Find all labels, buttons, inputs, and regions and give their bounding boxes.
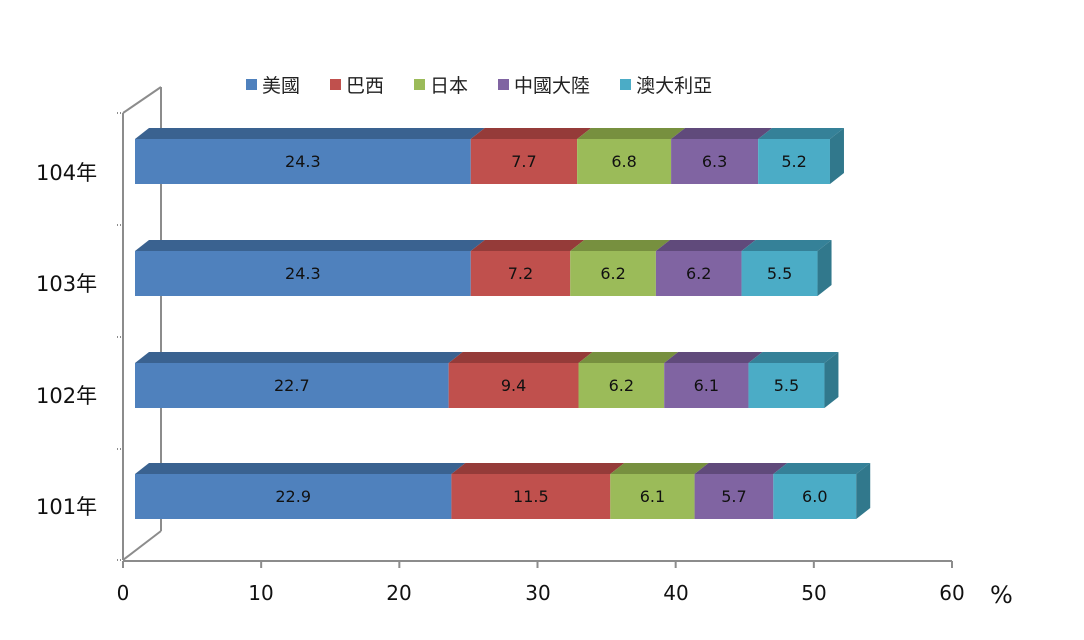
- bar-side-face: [829, 128, 844, 184]
- bar-segment-top: [578, 352, 679, 363]
- legend-label: 中國大陸: [514, 74, 591, 97]
- y-axis-label-101: 101年: [36, 495, 98, 519]
- bar-side-face: [856, 463, 871, 519]
- x-axis-tick-20: 20: [386, 581, 412, 605]
- legend-swatch-icon: [246, 78, 257, 90]
- y-axis-top-diagonal: [122, 86, 162, 114]
- bar-segment-top: [570, 240, 670, 251]
- bar-segment: [470, 139, 578, 184]
- x-axis-tick-30: 30: [525, 581, 551, 605]
- bar-segment: [664, 363, 749, 408]
- x-axis-tick-10: 10: [248, 581, 274, 605]
- data-label: 22.9: [275, 487, 311, 506]
- data-label: 5.5: [774, 376, 799, 395]
- data-label: 7.2: [508, 264, 533, 283]
- bar-segment: [135, 363, 449, 408]
- data-label: 6.1: [694, 376, 719, 395]
- legend-label: 日本: [430, 74, 469, 97]
- data-label: 7.7: [511, 152, 536, 171]
- bar-segment-top: [451, 463, 625, 474]
- bar-segment: [578, 363, 665, 408]
- legend-label: 澳大利亞: [636, 74, 713, 97]
- data-label: 5.2: [781, 152, 806, 171]
- bar-segment: [758, 139, 830, 184]
- bar-segment-top: [664, 352, 763, 363]
- bar-segment-top: [758, 128, 844, 139]
- legend-item-usa: 美國: [246, 71, 300, 98]
- bar-segment: [470, 251, 571, 296]
- data-label: 6.2: [609, 376, 634, 395]
- bar-segment-top: [741, 240, 832, 251]
- bar-segment-top: [694, 463, 788, 474]
- x-axis-tick-40: 40: [663, 581, 689, 605]
- data-label: 9.4: [501, 376, 526, 395]
- x-axis-tick-50: 50: [801, 581, 827, 605]
- bar-segment: [671, 139, 759, 184]
- legend-label: 巴西: [346, 74, 385, 97]
- legend-item-brazil: 巴西: [330, 71, 384, 98]
- bar-segment-top: [135, 240, 485, 251]
- bar-segment-top: [748, 352, 839, 363]
- bar-segment-top: [135, 128, 485, 139]
- bar-segment: [610, 474, 695, 519]
- bar-segment-top: [577, 128, 686, 139]
- legend: 美國 巴西 日本 中國大陸 澳大利亞: [246, 71, 742, 98]
- data-label: 11.5: [513, 487, 549, 506]
- y-axis-label-104: 104年: [36, 161, 98, 185]
- y-axis-label-102: 102年: [36, 384, 98, 408]
- legend-item-australia: 澳大利亞: [620, 71, 712, 98]
- x-axis-unit: %: [990, 581, 1013, 609]
- bar-segment: [741, 251, 818, 296]
- bar-segment-top: [448, 352, 593, 363]
- data-label: 6.2: [686, 264, 711, 283]
- legend-label: 美國: [262, 74, 301, 97]
- legend-swatch-icon: [330, 78, 342, 90]
- bar-segment-top: [135, 463, 466, 474]
- data-label: 24.3: [285, 152, 321, 171]
- data-label: 24.3: [285, 264, 321, 283]
- bar-segment: [135, 251, 471, 296]
- bar-segment-top: [470, 240, 585, 251]
- legend-item-china: 中國大陸: [498, 71, 590, 98]
- x-axis-tick-60: 60: [939, 581, 965, 605]
- data-label: 6.3: [702, 152, 727, 171]
- bar-segment: [694, 474, 774, 519]
- bar-side-face: [824, 352, 839, 408]
- bar-segment: [135, 474, 452, 519]
- bar-segment: [570, 251, 656, 296]
- bar-segment: [577, 139, 672, 184]
- data-label: 6.1: [640, 487, 665, 506]
- legend-swatch-icon: [498, 78, 510, 90]
- bar-segment: [451, 474, 611, 519]
- bar-segment: [655, 251, 742, 296]
- data-label: 22.7: [274, 376, 310, 395]
- data-label: 6.0: [802, 487, 827, 506]
- bar-segment: [448, 363, 579, 408]
- bar-segment-top: [655, 240, 756, 251]
- data-label: 5.5: [767, 264, 792, 283]
- legend-item-japan: 日本: [414, 71, 468, 98]
- bar-segment-top: [773, 463, 871, 474]
- bar-segment: [748, 363, 825, 408]
- data-label: 6.2: [600, 264, 625, 283]
- legend-swatch-icon: [620, 78, 632, 90]
- x-axis-tick-0: 0: [116, 581, 130, 605]
- bar-segment: [135, 139, 471, 184]
- bar-segment: [773, 474, 857, 519]
- data-label: 5.7: [721, 487, 746, 506]
- bar-segment-top: [610, 463, 709, 474]
- bar-segment-top: [671, 128, 773, 139]
- bar-segment-top: [135, 352, 463, 363]
- y-axis-label-103: 103年: [36, 272, 98, 296]
- data-label: 6.8: [611, 152, 636, 171]
- bar-segment-top: [470, 128, 592, 139]
- legend-swatch-icon: [414, 78, 426, 90]
- bar-side-face: [817, 240, 832, 296]
- y-axis-bottom-diagonal: [122, 530, 162, 561]
